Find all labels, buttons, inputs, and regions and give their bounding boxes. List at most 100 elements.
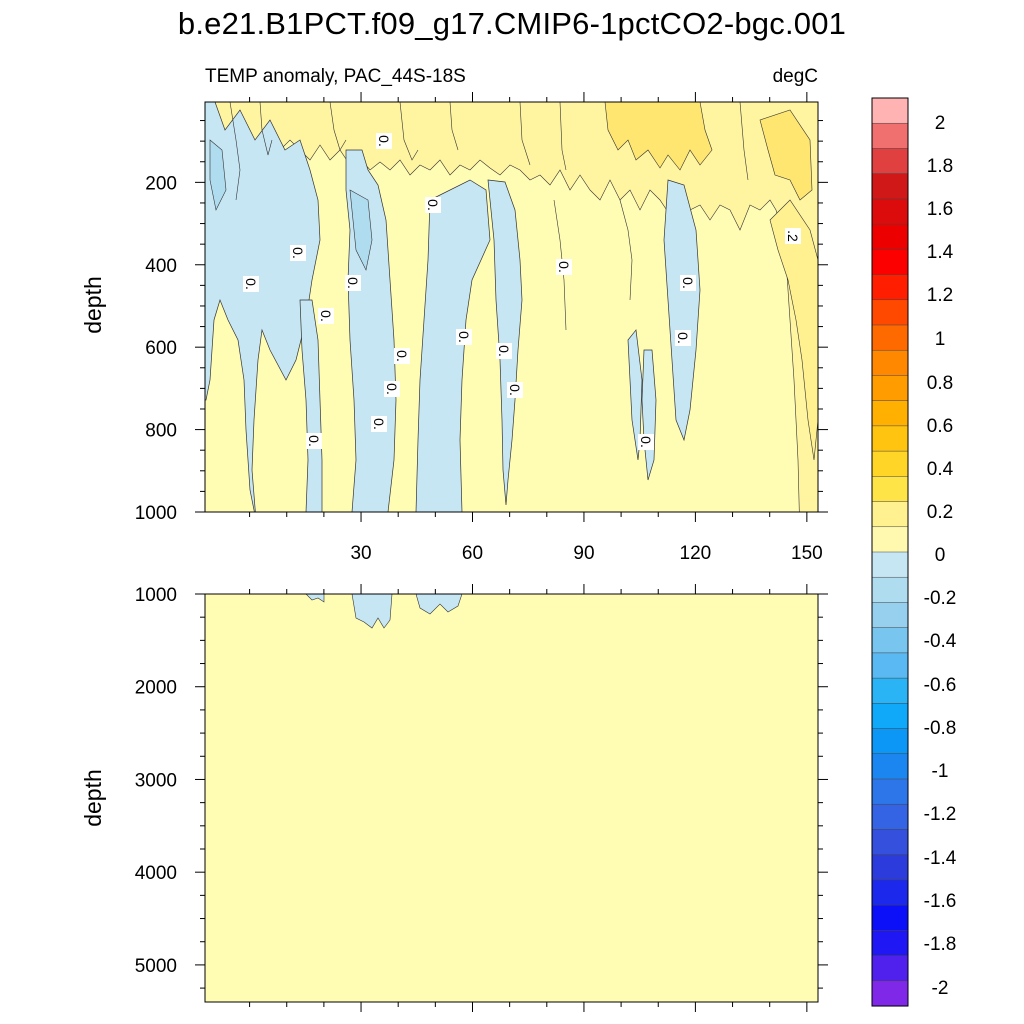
colorbar-label: 0 bbox=[935, 545, 946, 566]
lower-negative-region-2 bbox=[351, 594, 393, 629]
contour-label: 0. bbox=[290, 245, 306, 261]
lower-plot-frame bbox=[204, 593, 819, 1003]
upper-warm-core bbox=[604, 102, 713, 171]
y-tick-label: 1000 bbox=[135, 503, 177, 524]
contour-label: 0. bbox=[318, 308, 334, 324]
colorbar-swatch bbox=[871, 299, 909, 326]
svg-text:0.: 0. bbox=[556, 261, 572, 273]
colorbar-swatch bbox=[871, 652, 909, 679]
colorbar-swatch bbox=[871, 854, 909, 881]
colorbar-label: 1.2 bbox=[927, 285, 953, 306]
upper-contour-labels: 0. 0. 0. 0. 0. 0. 0. 0. 0. 0. 0. 0. 0. 0… bbox=[243, 133, 801, 450]
upper-plot-area: 0. 0. 0. 0. 0. 0. 0. 0. 0. 0. 0. 0. 0. 0… bbox=[205, 102, 818, 512]
colorbar-swatch bbox=[871, 148, 909, 175]
svg-text:0.: 0. bbox=[345, 277, 361, 289]
svg-text:0.: 0. bbox=[496, 345, 512, 357]
x-tick-label: 30 bbox=[350, 543, 371, 564]
svg-text:0.: 0. bbox=[306, 435, 322, 447]
colorbar-label: -1.6 bbox=[924, 891, 957, 912]
contour-label: 0. bbox=[425, 197, 441, 213]
contour-label: 0. bbox=[675, 330, 691, 346]
colorbar-swatch bbox=[871, 778, 909, 805]
svg-text:0.: 0. bbox=[376, 135, 392, 147]
upper-subtitle-left: TEMP anomaly, PAC_44S-18S bbox=[205, 66, 466, 87]
y-tick-label: 5000 bbox=[135, 956, 177, 977]
colorbar-label: 2 bbox=[935, 113, 946, 134]
colorbar-swatch bbox=[871, 450, 909, 477]
colorbar-label: 0.8 bbox=[927, 373, 953, 394]
colorbar-swatch bbox=[871, 602, 909, 629]
x-tick-label: 150 bbox=[791, 543, 823, 564]
colorbar-label: 1.8 bbox=[927, 156, 953, 177]
colorbar-swatch bbox=[871, 400, 909, 427]
colorbar-swatch bbox=[871, 829, 909, 856]
contour-label: 0. bbox=[384, 381, 400, 397]
svg-text:0.: 0. bbox=[394, 350, 410, 362]
colorbar-swatch bbox=[871, 274, 909, 301]
colorbar-swatch bbox=[871, 375, 909, 402]
contour-label: 0. bbox=[306, 433, 322, 449]
colorbar-swatch bbox=[871, 476, 909, 503]
colorbar-swatch bbox=[871, 324, 909, 351]
colorbar-label: 1.4 bbox=[927, 242, 954, 263]
y-tick-label: 4000 bbox=[135, 863, 177, 884]
colorbar-swatch bbox=[871, 501, 909, 528]
colorbar-swatch bbox=[871, 703, 909, 730]
colorbar-swatch bbox=[871, 930, 909, 957]
colorbar-swatch bbox=[871, 627, 909, 654]
colorbar-label: 0.6 bbox=[927, 416, 953, 437]
colorbar-label: -1.4 bbox=[924, 848, 957, 869]
svg-text:0.: 0. bbox=[675, 332, 691, 344]
colorbar-swatch bbox=[871, 425, 909, 452]
upper-plot-frame bbox=[204, 101, 819, 513]
figure-title: b.e21.B1PCT.f09_g17.CMIP6-1pctCO2-bgc.00… bbox=[177, 6, 847, 41]
contour-label: 0. bbox=[638, 434, 654, 450]
lower-y-axis-title: depth bbox=[80, 769, 106, 827]
svg-text:.2: .2 bbox=[785, 230, 801, 242]
y-tick-label: 800 bbox=[145, 421, 177, 442]
colorbar-swatch bbox=[871, 677, 909, 704]
upper-negative-core-2 bbox=[209, 139, 227, 211]
x-tick-label: 60 bbox=[462, 543, 483, 564]
colorbar-swatch bbox=[871, 97, 909, 124]
y-tick-label: 3000 bbox=[135, 770, 177, 791]
colorbar-label: -0.2 bbox=[924, 588, 957, 609]
upper-negative-column-3 bbox=[415, 179, 491, 512]
colorbar-label: -0.6 bbox=[924, 675, 957, 696]
colorbar-label: 0.2 bbox=[927, 502, 953, 523]
colorbar-label: -0.8 bbox=[924, 718, 957, 739]
contour-label: 0. bbox=[345, 275, 361, 291]
upper-negative-column-1 bbox=[299, 299, 323, 512]
colorbar-swatch bbox=[871, 122, 909, 149]
colorbar-swatch bbox=[871, 576, 909, 603]
colorbar: 2 1.8 1.6 1.4 1.2 1 0.8 0.6 0.4 0.2 0 -0.2 -0.4 -0.6 -… bbox=[871, 97, 957, 1007]
svg-text:0.: 0. bbox=[456, 331, 472, 343]
colorbar-label: -1 bbox=[932, 761, 949, 782]
upper-negative-column-6 bbox=[663, 179, 701, 442]
svg-text:0.: 0. bbox=[638, 436, 654, 448]
svg-text:0.: 0. bbox=[680, 277, 696, 289]
contour-label: .2 bbox=[785, 228, 801, 244]
y-tick-label: 600 bbox=[145, 338, 177, 359]
upper-negative-region-west bbox=[205, 102, 321, 512]
lower-background-fill bbox=[205, 594, 818, 1002]
colorbar-swatch bbox=[871, 955, 909, 982]
contour-label: 0. bbox=[507, 382, 523, 398]
colorbar-swatch bbox=[871, 980, 909, 1007]
upper-negative-core-1 bbox=[349, 189, 373, 271]
colorbar-swatch bbox=[871, 728, 909, 755]
upper-warm-core-2 bbox=[759, 109, 813, 201]
colorbar-label: 1.6 bbox=[927, 199, 953, 220]
colorbar-swatch bbox=[871, 803, 909, 830]
colorbar-swatch bbox=[871, 349, 909, 376]
svg-text:0.: 0. bbox=[290, 247, 306, 259]
colorbar-label: -1.2 bbox=[924, 804, 957, 825]
contour-label: 0. bbox=[376, 133, 392, 149]
svg-text:0.: 0. bbox=[371, 418, 387, 430]
upper-warm-deep-east bbox=[769, 199, 818, 461]
contour-label: 0. bbox=[371, 416, 387, 432]
colorbar-label: -0.4 bbox=[924, 631, 957, 652]
upper-y-axis-title: depth bbox=[80, 276, 106, 334]
lower-negative-region-3 bbox=[415, 594, 463, 615]
